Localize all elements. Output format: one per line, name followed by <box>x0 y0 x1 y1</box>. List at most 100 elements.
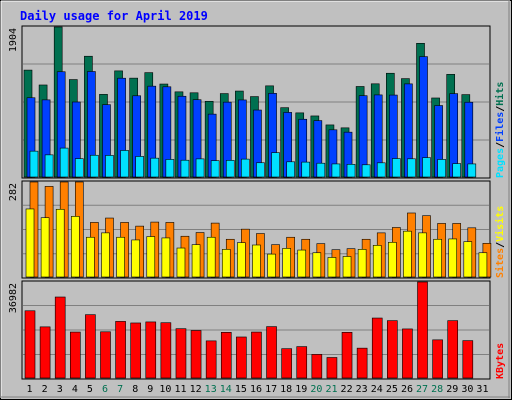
x-tick-label: 14 <box>220 384 232 395</box>
kbytes-bar <box>432 339 443 379</box>
x-tick-label: 28 <box>431 384 443 395</box>
legend-entry: KBytes <box>495 343 506 379</box>
sites-bar <box>161 237 171 278</box>
sites-bar <box>237 242 246 278</box>
sites-bar <box>55 208 65 278</box>
pages-bar <box>90 154 99 178</box>
pages-bar <box>241 158 250 178</box>
legend-entry: Sites <box>494 248 506 278</box>
pages-bar <box>422 157 431 178</box>
pages-bar <box>29 150 39 178</box>
legend-entry: Pages <box>495 148 506 178</box>
kbytes-bar <box>296 346 308 379</box>
pages-bar <box>407 158 416 178</box>
x-tick-label: 23 <box>356 384 368 395</box>
pages-bar <box>316 162 326 178</box>
pages-bar <box>467 163 477 178</box>
pages-bar <box>150 157 160 178</box>
pages-bar <box>346 164 356 178</box>
sites-bar <box>388 242 397 278</box>
sites-bar <box>342 256 352 278</box>
sites-bar <box>191 244 201 278</box>
sites-bar <box>267 253 276 278</box>
pages-bar <box>165 159 175 178</box>
pages-bar <box>452 163 462 178</box>
x-tick-label: 11 <box>174 384 186 395</box>
pages-bar <box>271 152 280 178</box>
pages-bar <box>195 158 205 178</box>
kbytes-bar <box>326 357 338 379</box>
x-tick-label: 30 <box>461 384 473 395</box>
sites-bar <box>116 236 125 278</box>
pages-bar <box>105 155 114 178</box>
pages-bar <box>392 158 401 178</box>
pages-bar <box>331 163 341 178</box>
x-tick-label: 9 <box>147 384 153 395</box>
x-tick-label: 6 <box>102 384 108 395</box>
kbytes-bar <box>205 340 217 379</box>
kbytes-bar <box>311 354 323 379</box>
x-tick-label: 15 <box>235 384 247 395</box>
kbytes-bar <box>145 321 157 379</box>
kbytes-bar <box>371 317 383 379</box>
x-tick-label: 24 <box>371 384 383 395</box>
x-tick-label: 8 <box>132 384 138 395</box>
kbytes-bar <box>462 340 474 379</box>
kbytes-bar <box>175 328 187 379</box>
pages-bar <box>437 159 446 178</box>
kbytes-bar <box>39 326 51 379</box>
x-tick-label: 4 <box>72 384 78 395</box>
sites-bar <box>372 245 382 278</box>
x-tick-label: 20 <box>310 384 322 395</box>
chart-panels: 1904Pages/Files/Hits282Sites/Visits36982… <box>8 25 506 395</box>
x-tick-label: 3 <box>57 384 63 395</box>
legend-2: Sites/Visits <box>494 206 506 278</box>
y-max-label-1: 1904 <box>8 28 19 52</box>
sites-bar <box>146 236 156 278</box>
sites-bar <box>433 238 442 278</box>
kbytes-bar <box>281 348 292 379</box>
x-tick-label: 26 <box>401 384 413 395</box>
sites-bar <box>448 238 458 278</box>
sites-bar <box>312 252 322 278</box>
kbytes-bar <box>100 331 111 379</box>
x-tick-label: 18 <box>280 384 292 395</box>
kbytes-bar <box>356 347 368 379</box>
pages-bar <box>286 161 295 178</box>
x-tick-label: 29 <box>446 384 458 395</box>
x-tick-label: 7 <box>117 384 123 395</box>
kbytes-bar <box>266 326 277 379</box>
sites-bar <box>70 216 80 278</box>
pages-bar <box>120 150 129 178</box>
x-tick-label: 19 <box>295 384 307 395</box>
sites-bar <box>221 249 231 278</box>
x-tick-label: 10 <box>159 384 171 395</box>
pages-bar <box>361 164 371 178</box>
x-tick-label: 2 <box>42 384 48 395</box>
kbytes-bar <box>130 322 141 379</box>
sites-bar <box>297 249 307 278</box>
chart-title: Daily usage for April 2019 <box>20 9 208 23</box>
sites-bar <box>282 248 291 278</box>
kbytes-bar <box>236 336 247 379</box>
legend-entry: / <box>495 142 506 148</box>
kbytes-bar <box>402 328 413 379</box>
x-tick-label: 21 <box>325 384 337 395</box>
kbytes-bar <box>387 320 398 379</box>
kbytes-bar <box>220 332 232 379</box>
pages-bar <box>225 160 235 178</box>
x-tick-label: 16 <box>250 384 262 395</box>
pages-bar <box>301 161 311 178</box>
x-tick-label: 31 <box>476 384 488 395</box>
legend-3: KBytes <box>495 343 506 379</box>
sites-bar <box>25 208 35 278</box>
sites-bar <box>131 239 140 278</box>
legend-entry: Visits <box>494 206 506 242</box>
legend-entry: / <box>495 242 506 248</box>
legend-entry: / <box>495 106 506 112</box>
kbytes-bar <box>341 332 353 379</box>
kbytes-bar <box>160 322 172 379</box>
sites-bar <box>101 232 110 278</box>
pages-bar <box>74 158 84 178</box>
